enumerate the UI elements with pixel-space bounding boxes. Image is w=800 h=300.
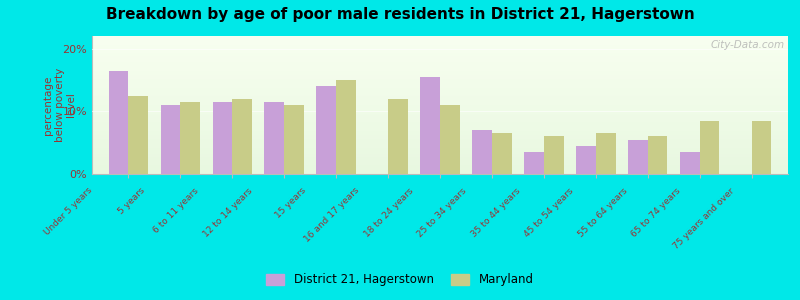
- Bar: [492, 133, 512, 174]
- Bar: [161, 105, 180, 174]
- Text: 65 to 74 years: 65 to 74 years: [630, 186, 682, 239]
- Text: 25 to 34 years: 25 to 34 years: [416, 186, 468, 238]
- Bar: [596, 133, 615, 174]
- Bar: [232, 99, 252, 174]
- Bar: [213, 102, 232, 174]
- Text: 55 to 64 years: 55 to 64 years: [576, 186, 629, 239]
- Bar: [180, 102, 200, 174]
- Text: 45 to 54 years: 45 to 54 years: [523, 186, 575, 238]
- Text: 75 years and over: 75 years and over: [671, 186, 736, 250]
- Text: 35 to 44 years: 35 to 44 years: [470, 186, 522, 238]
- Bar: [648, 136, 667, 174]
- Text: 12 to 14 years: 12 to 14 years: [202, 186, 254, 238]
- Bar: [336, 80, 356, 174]
- Bar: [420, 77, 440, 174]
- Text: 6 to 11 years: 6 to 11 years: [152, 186, 201, 235]
- Bar: [388, 99, 408, 174]
- Text: Breakdown by age of poor male residents in District 21, Hagerstown: Breakdown by age of poor male residents …: [106, 8, 694, 22]
- Bar: [680, 152, 700, 174]
- Bar: [752, 121, 771, 174]
- Text: 16 and 17 years: 16 and 17 years: [303, 186, 362, 244]
- Bar: [576, 146, 596, 174]
- Bar: [316, 86, 336, 174]
- Bar: [628, 140, 648, 174]
- Bar: [265, 102, 284, 174]
- Bar: [700, 121, 719, 174]
- Bar: [544, 136, 564, 174]
- Bar: [524, 152, 544, 174]
- Text: 5 years: 5 years: [117, 186, 147, 216]
- Text: City-Data.com: City-Data.com: [710, 40, 785, 50]
- Bar: [284, 105, 304, 174]
- Text: 15 years: 15 years: [274, 186, 308, 220]
- Bar: [472, 130, 492, 174]
- Text: 18 to 24 years: 18 to 24 years: [362, 186, 415, 238]
- Text: Under 5 years: Under 5 years: [42, 186, 94, 237]
- Legend: District 21, Hagerstown, Maryland: District 21, Hagerstown, Maryland: [262, 269, 538, 291]
- Bar: [109, 70, 128, 174]
- Bar: [440, 105, 460, 174]
- Bar: [128, 96, 148, 174]
- Y-axis label: percentage
below poverty
level: percentage below poverty level: [43, 68, 76, 142]
